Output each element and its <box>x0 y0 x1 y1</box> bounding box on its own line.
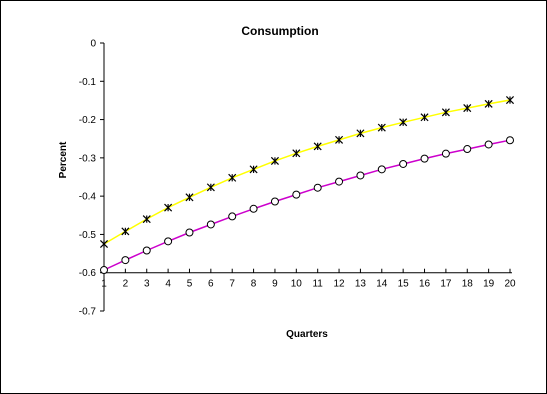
series-1-point <box>484 99 493 108</box>
x-tick-label: 17 <box>440 279 452 290</box>
series-2-point <box>377 165 386 174</box>
x-tick-label: 12 <box>333 279 345 290</box>
series-1-point <box>270 156 279 165</box>
y-tick-label: -0.5 <box>79 230 97 241</box>
series-1-point <box>249 165 258 174</box>
x-tick-label: 13 <box>355 279 367 290</box>
series-1-point <box>505 96 515 105</box>
series-1-point <box>335 135 344 144</box>
series-1-point <box>121 227 130 236</box>
y-tick-label: -0.2 <box>79 115 97 126</box>
series-2-point <box>335 177 344 186</box>
x-tick-label: 19 <box>483 279 495 290</box>
y-axis-title: Percent <box>58 141 69 178</box>
series-1-point <box>377 123 386 132</box>
series-1-point <box>164 203 173 212</box>
y-tick-label: -0.4 <box>79 192 97 203</box>
series-1-point <box>99 239 109 249</box>
y-tick-label: -0.3 <box>79 153 97 164</box>
axes: 0-0.1-0.2-0.3-0.4-0.5-0.6-0.71 2 3 4 5 6 7 8 9 10… <box>79 39 516 318</box>
series-2-point <box>313 183 322 192</box>
series-2-point <box>270 197 279 206</box>
series-1-point <box>463 104 472 113</box>
x-tick-label: 7 <box>229 279 235 290</box>
series-2-point <box>506 136 514 145</box>
series-2-point <box>142 246 151 255</box>
x-tick-label: 9 <box>272 279 278 290</box>
series-2-point <box>249 204 258 213</box>
series-2-point <box>206 220 215 229</box>
y-tick-label: -0.7 <box>79 307 97 318</box>
x-tick-label: 16 <box>419 279 431 290</box>
x-tick-label: 18 <box>462 279 474 290</box>
series-1-point <box>228 173 237 182</box>
x-tick-label: 11 <box>312 279 323 290</box>
x-tick-label: 15 <box>398 279 410 290</box>
series-2-point <box>100 266 108 275</box>
series-1-line <box>103 99 511 245</box>
x-tick-label: 20 <box>504 279 516 290</box>
x-tick-label: 14 <box>376 279 388 290</box>
series-1-point <box>206 183 215 192</box>
x-tick-label: 3 <box>144 279 150 290</box>
series-1-point <box>313 142 322 151</box>
x-axis-title: Quarters <box>286 329 328 340</box>
series-2-point <box>420 154 429 163</box>
x-tick-label: 6 <box>208 279 214 290</box>
x-tick-label: 4 <box>165 279 171 290</box>
series-1-point <box>142 215 151 224</box>
y-tick-label: -0.6 <box>79 268 97 279</box>
series-2-point <box>185 228 194 237</box>
y-tick-label: -0.1 <box>79 77 97 88</box>
x-tick-label: 2 <box>123 279 129 290</box>
series-layer <box>99 96 515 275</box>
series-2-point <box>484 140 493 149</box>
chart-title: Consumption <box>241 24 318 38</box>
x-tick-label: 10 <box>291 279 303 290</box>
series-2-point <box>228 212 237 221</box>
series-2-point <box>356 171 365 180</box>
series-1-point <box>441 108 450 117</box>
series-2-point <box>441 149 450 158</box>
x-tick-label: 1 <box>101 279 107 290</box>
series-1-point <box>420 113 429 122</box>
y-tick-label: 0 <box>90 39 96 50</box>
series-1-point <box>356 129 365 138</box>
x-tick-label: 5 <box>187 279 193 290</box>
x-tick-label: 8 <box>251 279 257 290</box>
series-1-point <box>185 193 194 202</box>
series-2-point <box>292 190 301 199</box>
series-2-point <box>164 237 173 246</box>
series-2-point <box>399 159 408 168</box>
series-1-point <box>399 118 408 127</box>
series-2-point <box>463 145 472 154</box>
series-2-point <box>121 256 130 265</box>
series-1-point <box>292 149 301 158</box>
